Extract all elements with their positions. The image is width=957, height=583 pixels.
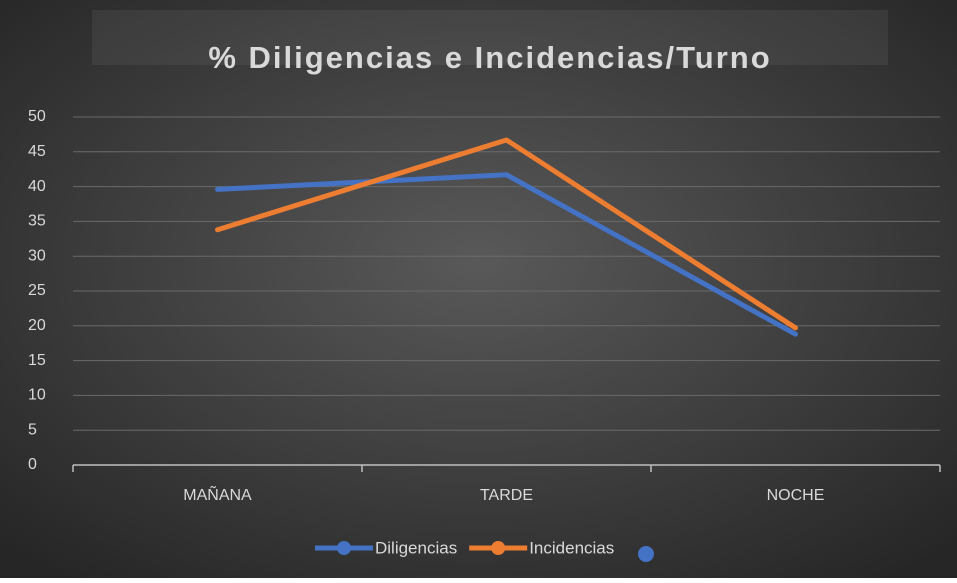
legend-marker [491,541,506,555]
y-tick-label: 50 [28,108,46,125]
y-tick-label: 40 [28,178,46,195]
y-tick-label: 15 [28,352,46,369]
y-tick-label: 5 [28,421,37,438]
y-tick-label: 30 [28,247,46,264]
y-tick-label: 45 [28,143,46,160]
legend-label: Incidencias [529,538,614,557]
legend-marker [337,541,351,555]
x-tick-label: NOCHE [767,487,825,504]
data-line [215,172,798,337]
x-tick-label: TARDE [480,487,533,504]
decoration-dot [638,546,654,562]
legend-label: Diligencias [375,538,457,557]
y-tick-label: 10 [28,387,46,404]
y-tick-label: 0 [28,456,37,473]
y-tick-label: 35 [28,213,46,230]
y-tick-label: 25 [28,282,46,299]
title-box [92,10,888,65]
chart-title: % Diligencias e Incidencias/Turno [208,40,771,75]
x-tick-label: MAÑANA [183,484,252,504]
y-tick-label: 20 [28,317,46,334]
data-line [215,137,798,331]
